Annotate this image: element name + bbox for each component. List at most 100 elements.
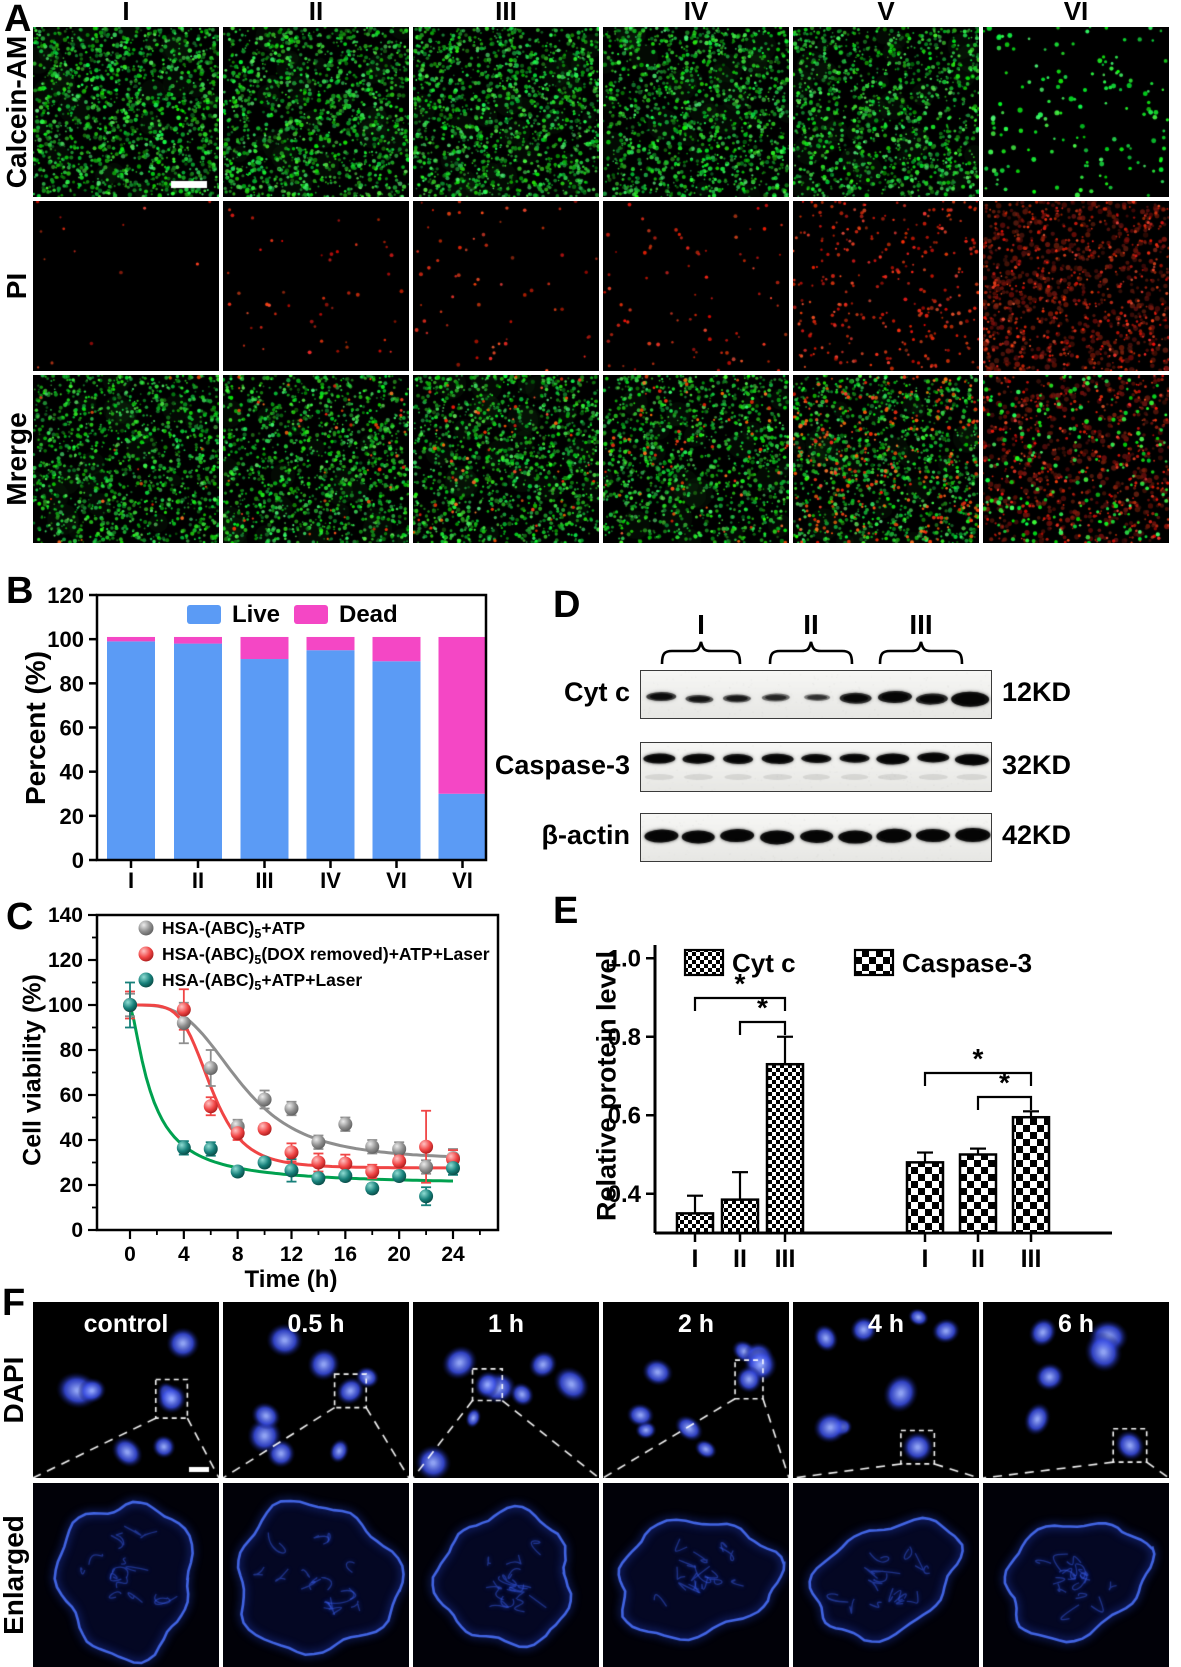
data-point (203, 1099, 218, 1114)
y-tick-label: 100 (48, 994, 83, 1017)
significance-bracket (976, 1095, 1033, 1110)
protein-bar (765, 1062, 805, 1235)
panel-a-label: A (4, 0, 32, 40)
panel-f-dapi-image-1 (223, 1302, 409, 1478)
panel-a-image-mrerge-IV (603, 375, 789, 543)
blot-group-label: III (909, 609, 932, 640)
x-tick-label: 12 (280, 1243, 303, 1266)
panel-a-image-pi-V (793, 201, 979, 371)
protein-bar (675, 1212, 715, 1235)
cell-viability-chart-svg: 0 20 40 60 80 100 120 140 0 4 8 12 16 20 24 HSA-(ABC)5+… (48, 904, 500, 1266)
panel-b-label: B (6, 570, 34, 612)
data-point (445, 1161, 460, 1176)
panel-a-image-calcein-am-VI (983, 27, 1169, 197)
panel-c-label: C (6, 896, 34, 938)
data-point (392, 1169, 407, 1183)
blot-kd-label-32kd: 32KD (1002, 750, 1072, 780)
x-tick-label: III (255, 868, 273, 893)
bar-live (372, 661, 421, 860)
data-point (176, 1002, 191, 1017)
panel-a-image-calcein-am-V (793, 27, 979, 197)
panel-e-label: E (553, 890, 579, 932)
y-tick-label: 0.8 (608, 1024, 641, 1051)
data-point (392, 1154, 407, 1169)
panel-a-image-mrerge-II (223, 375, 409, 543)
x-tick-label: 8 (232, 1243, 244, 1266)
bar-live (240, 659, 289, 860)
data-point (257, 1155, 272, 1170)
legend-swatch-cytc (683, 948, 725, 977)
blot-cytc-canvas (640, 670, 992, 719)
y-tick-label: 1.0 (608, 945, 641, 972)
blot-group-label: II (803, 609, 819, 640)
x-tick-label: III (1021, 1245, 1042, 1273)
data-point (230, 1126, 245, 1141)
panel-a-row-label: Mrerge (1, 412, 32, 506)
bar-dead (438, 636, 487, 794)
blot-row-label-cytc: Cyt c (563, 677, 630, 707)
panel-f-column-header: 6 h (1057, 1310, 1095, 1338)
bar-live (306, 650, 355, 860)
y-tick-label: 0 (71, 1219, 83, 1242)
x-tick-label: 24 (441, 1243, 465, 1266)
panel-f-column-header: control (83, 1310, 169, 1338)
legend-swatch-caspase3 (853, 948, 895, 977)
x-tick-label: 16 (334, 1243, 357, 1266)
data-point (176, 1016, 191, 1030)
panel-a-image-mrerge-I (33, 375, 219, 543)
panel-f-column-header: 0.5 h (287, 1310, 345, 1338)
bar-live (438, 793, 487, 860)
protein-bar (958, 1153, 998, 1235)
panel-a-column-header: IV (683, 0, 709, 26)
legend-marker (138, 920, 154, 936)
legend-label-live: Live (232, 601, 280, 628)
significance-star: * (999, 1067, 1010, 1098)
data-point (311, 1171, 326, 1186)
blot-row-label-caspase3: Caspase-3 (494, 750, 630, 780)
panel-d-label: D (553, 584, 581, 626)
significance-star: * (735, 968, 746, 999)
data-point (365, 1181, 380, 1196)
x-tick-label: I (128, 868, 134, 893)
panel-a-column-header: III (495, 0, 517, 26)
blot-row-label-bactin: β-actin (541, 820, 631, 850)
blot-group-braces-svg: I II III (660, 609, 964, 665)
data-point (284, 1101, 299, 1116)
panel-d-group-braces: I II III (540, 596, 1181, 670)
x-tick-label: I (692, 1245, 699, 1273)
data-point (419, 1189, 434, 1204)
x-tick-label: II (192, 868, 204, 893)
y-tick-label: 40 (60, 760, 84, 785)
legend-marker (138, 946, 154, 962)
group-brace (768, 641, 854, 665)
bar-dead (107, 636, 155, 642)
panel-f-dapi-image-2 (413, 1302, 599, 1478)
plot-frame (95, 593, 488, 862)
significance-bracket (738, 1020, 787, 1035)
x-tick-label: II (733, 1245, 747, 1273)
data-point (203, 1142, 218, 1156)
legend-swatch-live (187, 605, 221, 624)
x-tick-label: 20 (387, 1243, 410, 1266)
bar-live (174, 643, 222, 860)
significance-star: * (973, 1043, 984, 1074)
data-point (338, 1156, 353, 1171)
cell-viability-chart-area: 0 20 40 60 80 100 120 140 0 4 8 12 16 20 24 HSA-(ABC)5+… (0, 880, 545, 1305)
significance-bracket (923, 1071, 1033, 1086)
data-point (123, 998, 137, 1012)
panel-f-dapi-image-0 (33, 1302, 219, 1478)
bar-dead (372, 636, 421, 662)
y-tick-label: 0.4 (608, 1181, 642, 1208)
protein-level-chart-svg: 0.40.60.81.0I II III I II III****Cyt c Caspase… (608, 945, 1112, 1273)
x-tick-label: IV (320, 868, 341, 893)
x-tick-label: 4 (178, 1243, 190, 1266)
group-brace (660, 641, 742, 665)
panel-a-column-header: V (877, 0, 895, 26)
y-tick-label: 0 (72, 848, 84, 873)
data-point (338, 1169, 353, 1183)
y-tick-label: 80 (60, 671, 84, 696)
panel-f-column-header: 4 h (867, 1310, 905, 1338)
data-point (311, 1135, 326, 1150)
